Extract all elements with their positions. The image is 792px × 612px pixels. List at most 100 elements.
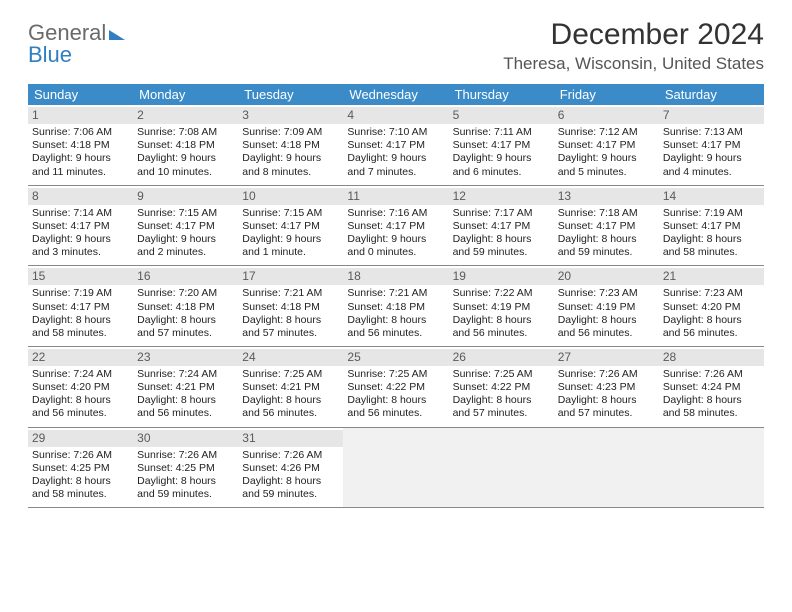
sunset-line: Sunset: 4:18 PM <box>137 301 234 314</box>
day-number: 2 <box>137 108 144 122</box>
day-number-row: 7 <box>659 107 764 124</box>
sunset-line: Sunset: 4:19 PM <box>558 301 655 314</box>
sunrise-line: Sunrise: 7:26 AM <box>558 368 655 381</box>
week-row: 22Sunrise: 7:24 AMSunset: 4:20 PMDayligh… <box>28 347 764 428</box>
day-cell: 10Sunrise: 7:15 AMSunset: 4:17 PMDayligh… <box>238 186 343 267</box>
day-number: 8 <box>32 189 39 203</box>
day-number: 15 <box>32 269 45 283</box>
sunset-line: Sunset: 4:17 PM <box>242 220 339 233</box>
day-number-row: 30 <box>133 430 238 447</box>
day-number-row: 13 <box>554 188 659 205</box>
sunset-line: Sunset: 4:22 PM <box>347 381 444 394</box>
weekday-header-row: SundayMondayTuesdayWednesdayThursdayFrid… <box>28 84 764 105</box>
sunrise-line: Sunrise: 7:23 AM <box>663 287 760 300</box>
sunrise-line: Sunrise: 7:25 AM <box>242 368 339 381</box>
day-cell: 28Sunrise: 7:26 AMSunset: 4:24 PMDayligh… <box>659 347 764 428</box>
day-number-row: 24 <box>238 349 343 366</box>
day-cell: 2Sunrise: 7:08 AMSunset: 4:18 PMDaylight… <box>133 105 238 186</box>
day-number-row: 26 <box>449 349 554 366</box>
day-number: 30 <box>137 431 150 445</box>
daylight-line: Daylight: 9 hours and 8 minutes. <box>242 152 339 178</box>
empty-cell <box>659 428 764 509</box>
sunset-line: Sunset: 4:17 PM <box>663 139 760 152</box>
empty-cell <box>554 428 659 509</box>
sunrise-line: Sunrise: 7:26 AM <box>663 368 760 381</box>
daylight-line: Daylight: 8 hours and 58 minutes. <box>663 233 760 259</box>
daylight-line: Daylight: 9 hours and 4 minutes. <box>663 152 760 178</box>
title-block: December 2024 Theresa, Wisconsin, United… <box>503 18 764 74</box>
daylight-line: Daylight: 8 hours and 58 minutes. <box>32 314 129 340</box>
day-number-row: 15 <box>28 268 133 285</box>
weekday-header: Thursday <box>449 84 554 105</box>
day-cell: 6Sunrise: 7:12 AMSunset: 4:17 PMDaylight… <box>554 105 659 186</box>
day-number-row: 22 <box>28 349 133 366</box>
daylight-line: Daylight: 8 hours and 56 minutes. <box>347 394 444 420</box>
day-number: 10 <box>242 189 255 203</box>
daylight-line: Daylight: 8 hours and 56 minutes. <box>137 394 234 420</box>
day-number-row: 18 <box>343 268 448 285</box>
day-number: 12 <box>453 189 466 203</box>
day-number: 23 <box>137 350 150 364</box>
sunset-line: Sunset: 4:19 PM <box>453 301 550 314</box>
day-number: 19 <box>453 269 466 283</box>
day-cell: 14Sunrise: 7:19 AMSunset: 4:17 PMDayligh… <box>659 186 764 267</box>
week-row: 1Sunrise: 7:06 AMSunset: 4:18 PMDaylight… <box>28 105 764 186</box>
sunrise-line: Sunrise: 7:21 AM <box>347 287 444 300</box>
logo-part2: Blue <box>28 42 72 67</box>
daylight-line: Daylight: 8 hours and 57 minutes. <box>137 314 234 340</box>
logo-triangle-icon <box>109 30 125 40</box>
sunset-line: Sunset: 4:17 PM <box>558 139 655 152</box>
sunset-line: Sunset: 4:21 PM <box>137 381 234 394</box>
sunrise-line: Sunrise: 7:18 AM <box>558 207 655 220</box>
sunset-line: Sunset: 4:17 PM <box>558 220 655 233</box>
daylight-line: Daylight: 8 hours and 58 minutes. <box>32 475 129 501</box>
sunrise-line: Sunrise: 7:19 AM <box>32 287 129 300</box>
sunset-line: Sunset: 4:17 PM <box>347 139 444 152</box>
daylight-line: Daylight: 9 hours and 3 minutes. <box>32 233 129 259</box>
daylight-line: Daylight: 8 hours and 59 minutes. <box>137 475 234 501</box>
sunset-line: Sunset: 4:17 PM <box>663 220 760 233</box>
day-number-row: 19 <box>449 268 554 285</box>
day-cell: 16Sunrise: 7:20 AMSunset: 4:18 PMDayligh… <box>133 266 238 347</box>
week-row: 8Sunrise: 7:14 AMSunset: 4:17 PMDaylight… <box>28 186 764 267</box>
day-number: 17 <box>242 269 255 283</box>
month-title: December 2024 <box>503 18 764 52</box>
day-number: 16 <box>137 269 150 283</box>
day-number-row: 8 <box>28 188 133 205</box>
sunset-line: Sunset: 4:17 PM <box>32 220 129 233</box>
sunrise-line: Sunrise: 7:06 AM <box>32 126 129 139</box>
day-number-row: 21 <box>659 268 764 285</box>
day-number-row: 31 <box>238 430 343 447</box>
sunset-line: Sunset: 4:17 PM <box>347 220 444 233</box>
sunrise-line: Sunrise: 7:21 AM <box>242 287 339 300</box>
daylight-line: Daylight: 8 hours and 56 minutes. <box>663 314 760 340</box>
weeks-container: 1Sunrise: 7:06 AMSunset: 4:18 PMDaylight… <box>28 105 764 508</box>
day-number: 22 <box>32 350 45 364</box>
day-number-row: 10 <box>238 188 343 205</box>
day-number: 7 <box>663 108 670 122</box>
sunrise-line: Sunrise: 7:10 AM <box>347 126 444 139</box>
day-number-row: 9 <box>133 188 238 205</box>
sunset-line: Sunset: 4:18 PM <box>242 301 339 314</box>
page-header: General Blue December 2024 Theresa, Wisc… <box>28 18 764 74</box>
day-cell: 22Sunrise: 7:24 AMSunset: 4:20 PMDayligh… <box>28 347 133 428</box>
day-number-row: 5 <box>449 107 554 124</box>
sunrise-line: Sunrise: 7:26 AM <box>242 449 339 462</box>
daylight-line: Daylight: 8 hours and 57 minutes. <box>242 314 339 340</box>
daylight-line: Daylight: 8 hours and 57 minutes. <box>453 394 550 420</box>
day-cell: 15Sunrise: 7:19 AMSunset: 4:17 PMDayligh… <box>28 266 133 347</box>
empty-cell <box>449 428 554 509</box>
week-row: 15Sunrise: 7:19 AMSunset: 4:17 PMDayligh… <box>28 266 764 347</box>
day-cell: 17 Sunrise: 7:21 AMSunset: 4:18 PMDayligh… <box>238 266 343 347</box>
daylight-line: Daylight: 8 hours and 59 minutes. <box>558 233 655 259</box>
day-number-row: 11 <box>343 188 448 205</box>
day-number: 26 <box>453 350 466 364</box>
sunset-line: Sunset: 4:17 PM <box>137 220 234 233</box>
sunrise-line: Sunrise: 7:26 AM <box>137 449 234 462</box>
daylight-line: Daylight: 9 hours and 7 minutes. <box>347 152 444 178</box>
day-cell: 20Sunrise: 7:23 AMSunset: 4:19 PMDayligh… <box>554 266 659 347</box>
sunrise-line: Sunrise: 7:12 AM <box>558 126 655 139</box>
daylight-line: Daylight: 8 hours and 56 minutes. <box>453 314 550 340</box>
sunrise-line: Sunrise: 7:16 AM <box>347 207 444 220</box>
day-number: 25 <box>347 350 360 364</box>
